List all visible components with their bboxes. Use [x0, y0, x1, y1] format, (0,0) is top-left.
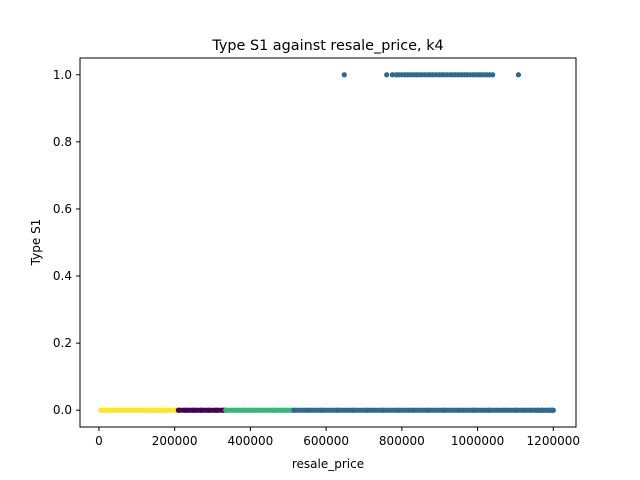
- x-axis: 0 200000 400000 600000 800000 1000000 1200000: [95, 427, 580, 448]
- series-3-point-9: [425, 407, 431, 413]
- y-axis-label: Type S1: [29, 219, 43, 267]
- x-tick-label-5: 1000000: [451, 434, 504, 448]
- series-2-point-3: [251, 407, 257, 413]
- x-tick-label-2: 400000: [227, 434, 273, 448]
- y-tick-label-4: 0.8: [53, 135, 72, 149]
- series-2-point-1: [232, 407, 238, 413]
- series-2-point-6: [279, 407, 286, 413]
- series-3-point-61: [515, 72, 522, 78]
- series-3-point-0: [291, 407, 297, 413]
- series-3-point-18: [535, 407, 541, 413]
- series-3-point-12: [471, 407, 477, 413]
- series-3-point-14: [501, 407, 507, 413]
- y-tick-label-1: 0.2: [53, 336, 72, 350]
- series-0-point-6: [143, 407, 149, 413]
- series-0-point-2: [107, 407, 113, 413]
- series-1-point-0: [175, 407, 182, 413]
- series-3-point-19: [539, 407, 545, 413]
- x-tick-label-6: 1200000: [527, 434, 580, 448]
- x-tick-label-3: 600000: [303, 434, 349, 448]
- x-tick-label-1: 200000: [152, 434, 198, 448]
- series-3-point-25: [389, 72, 395, 78]
- series-3-point-8: [410, 407, 416, 413]
- data-points: [98, 72, 556, 413]
- series-0-point-4: [124, 407, 130, 413]
- series-3-point-1: [304, 407, 310, 413]
- y-tick-label-0: 0.0: [53, 403, 72, 417]
- series-3-point-60: [490, 72, 496, 78]
- series-3-point-15: [512, 407, 519, 413]
- plot-frame: [79, 57, 577, 428]
- series-2-point-4: [261, 407, 267, 413]
- series-1-point-4: [206, 407, 212, 413]
- y-tick-label-5: 1.0: [53, 68, 72, 82]
- series-1-point-3: [198, 407, 204, 413]
- chart-title: Type S1 against resale_price, k4: [211, 38, 443, 54]
- series-0-point-7: [153, 407, 159, 413]
- series-3-point-24: [384, 72, 390, 78]
- series-0-point-0: [98, 407, 104, 413]
- series-3-point-2: [319, 407, 325, 413]
- series-3-point-3: [334, 407, 341, 413]
- series-2-point-0: [223, 407, 229, 413]
- series-3-point-11: [456, 407, 462, 413]
- series-0-point-8: [162, 407, 168, 413]
- series-1-point-2: [190, 407, 197, 413]
- series-2-point-5: [270, 407, 276, 413]
- series-2-point-2: [242, 407, 248, 413]
- x-tick-label-0: 0: [95, 434, 103, 448]
- series-3-point-10: [440, 407, 447, 413]
- series-0-point-1: [102, 407, 108, 413]
- series-3-point-17: [527, 407, 534, 413]
- y-axis: 0.0 0.2 0.4 0.6 0.8 1.0: [53, 68, 80, 417]
- series-3-point-23: [341, 72, 347, 78]
- series-3-point-4: [350, 407, 356, 413]
- series-3-point-16: [520, 407, 526, 413]
- y-tick-label-2: 0.4: [53, 269, 72, 283]
- series-3-point-20: [545, 407, 551, 413]
- x-tick-label-4: 800000: [379, 434, 425, 448]
- series-1-point-1: [183, 407, 189, 413]
- series-1-point-5: [213, 407, 219, 413]
- series-3-point-5: [365, 407, 371, 413]
- series-3-point-22: [550, 407, 556, 413]
- x-axis-label: resale_price: [292, 457, 364, 471]
- series-0-point-5: [134, 407, 140, 413]
- series-0-point-3: [115, 407, 121, 413]
- series-3-point-13: [486, 407, 492, 413]
- y-tick-label-3: 0.6: [53, 202, 72, 216]
- series-3-point-6: [380, 407, 386, 413]
- series-3-point-7: [395, 407, 401, 413]
